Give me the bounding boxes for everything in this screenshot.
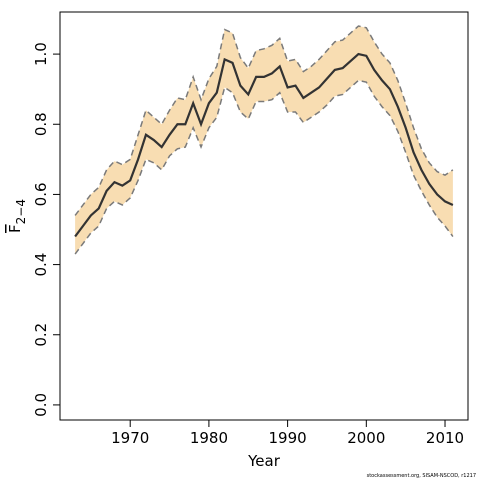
x-tick-label: 2010: [426, 429, 464, 447]
footnote: stockassessment.org, SISAM-NSCOD, r1217: [367, 473, 476, 479]
y-tick-label: 0.4: [32, 253, 50, 277]
y-axis-title: F2−4: [6, 199, 28, 233]
y-tick-label: 0.6: [32, 182, 50, 206]
confidence-band: [75, 26, 453, 255]
upper-bound: [74, 25, 454, 216]
y-tick-label: 1.0: [32, 42, 50, 66]
x-axis-title: Year: [247, 452, 281, 470]
y-axis-title-base: F: [6, 224, 24, 233]
y-tick-label: 0.2: [32, 323, 50, 347]
y-tick-label: 0.0: [32, 393, 50, 417]
plot-frame: [59, 11, 469, 421]
lower-bound: [74, 79, 454, 255]
y-axis-title-sub: 2−4: [14, 199, 28, 224]
x-tick-label: 2000: [347, 429, 385, 447]
x-tick-label: 1980: [190, 429, 228, 447]
x-tick-label: 1990: [269, 429, 307, 447]
estimate-line: [74, 52, 454, 238]
x-tick-label: 1970: [111, 429, 149, 447]
y-tick-label: 0.8: [32, 112, 50, 136]
